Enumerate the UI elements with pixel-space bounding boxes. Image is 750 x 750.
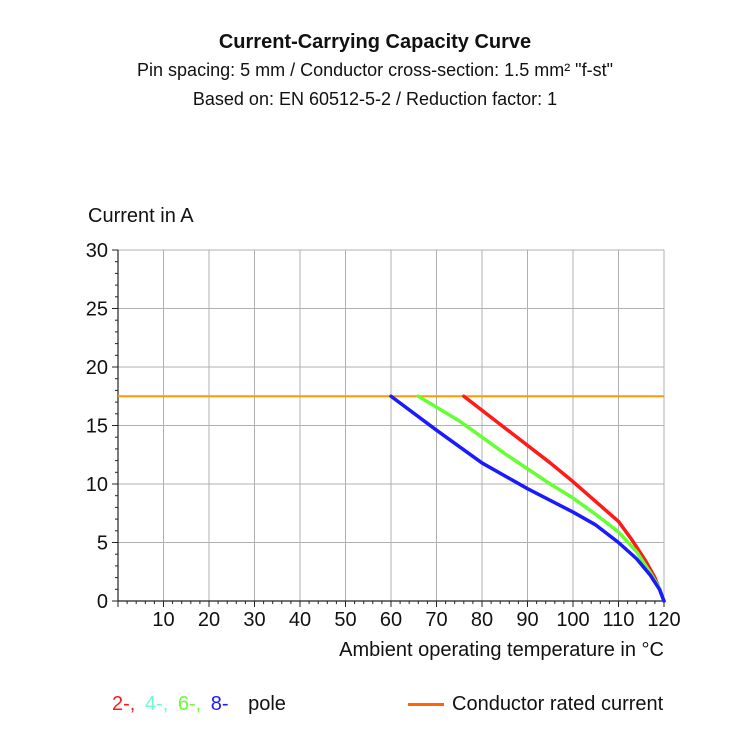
title-block: Current-Carrying Capacity Curve Pin spac… bbox=[0, 28, 750, 114]
y-tick-label-30: 30 bbox=[86, 240, 108, 262]
y-axis-label: Current in A bbox=[88, 205, 194, 227]
x-tick-label-90: 90 bbox=[516, 609, 538, 631]
legend-rated-current: Conductor rated current bbox=[408, 693, 663, 716]
chart-subtitle-2: Based on: EN 60512-5-2 / Reduction facto… bbox=[192, 89, 558, 109]
y-tick-label-5: 5 bbox=[97, 533, 108, 555]
chart-subtitle-1: Pin spacing: 5 mm / Conductor cross-sect… bbox=[137, 60, 613, 80]
legend-poles: 2-, 4-, 6-, 8- pole bbox=[112, 693, 286, 716]
x-tick-label-60: 60 bbox=[380, 609, 402, 631]
x-tick-label-30: 30 bbox=[243, 609, 265, 631]
x-tick-label-100: 100 bbox=[556, 609, 589, 631]
y-tick-label-15: 15 bbox=[86, 416, 108, 438]
x-tick-label-80: 80 bbox=[471, 609, 493, 631]
chart-title: Current-Carrying Capacity Curve bbox=[218, 31, 532, 53]
x-tick-label-120: 120 bbox=[647, 609, 680, 631]
y-tick-label-0: 0 bbox=[97, 591, 108, 613]
x-tick-label-10: 10 bbox=[152, 609, 174, 631]
x-tick-label-110: 110 bbox=[603, 609, 635, 631]
legend-pole-4: 4-, bbox=[144, 693, 169, 715]
y-tick-label-10: 10 bbox=[86, 474, 108, 496]
y-tick-label-25: 25 bbox=[86, 299, 108, 321]
series-line-0 bbox=[462, 394, 666, 603]
series-line-1 bbox=[416, 394, 666, 603]
series-line-2 bbox=[389, 394, 666, 603]
x-tick-label-50: 50 bbox=[334, 609, 356, 631]
legend-rated-swatch bbox=[408, 703, 444, 706]
legend-pole-2: 2-, bbox=[112, 693, 136, 715]
legend-pole-6: 6-, bbox=[177, 693, 202, 715]
x-tick-label-40: 40 bbox=[289, 609, 311, 631]
legend-rated-label: Conductor rated current bbox=[452, 693, 664, 715]
x-axis-label: Ambient operating temperature in °C bbox=[339, 639, 664, 661]
x-tick-label-70: 70 bbox=[425, 609, 447, 631]
legend-pole-8: 8- bbox=[210, 693, 229, 715]
y-tick-label-20: 20 bbox=[86, 357, 108, 379]
legend-poles-suffix: pole bbox=[248, 693, 286, 715]
x-tick-label-20: 20 bbox=[198, 609, 220, 631]
